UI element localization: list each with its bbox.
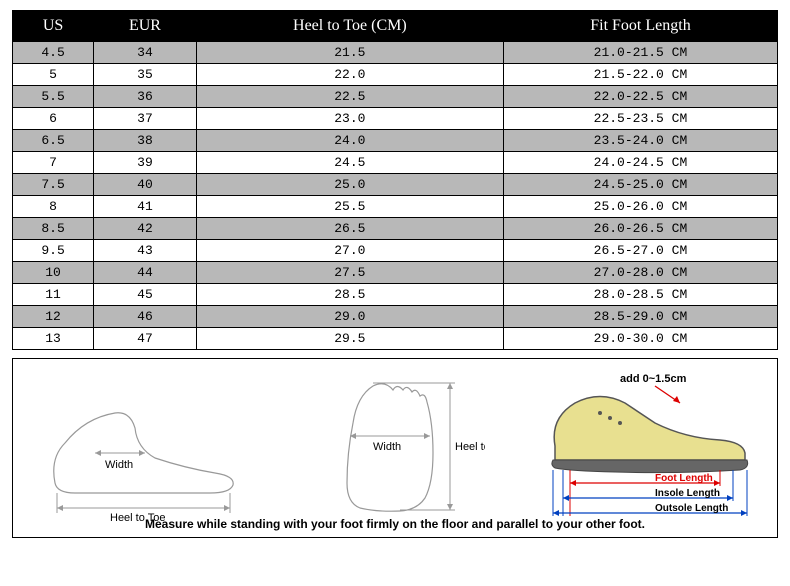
table-row: 5.53622.522.0-22.5 CM — [13, 86, 778, 108]
table-cell: 36 — [94, 86, 197, 108]
table-cell: 24.5 — [196, 152, 503, 174]
table-cell: 26.5-27.0 CM — [503, 240, 777, 262]
width-label: Width — [373, 441, 401, 453]
table-cell: 37 — [94, 108, 197, 130]
table-cell: 24.0-24.5 CM — [503, 152, 777, 174]
table-cell: 8.5 — [13, 218, 94, 240]
table-cell: 46 — [94, 306, 197, 328]
table-row: 134729.529.0-30.0 CM — [13, 328, 778, 350]
table-cell: 8 — [13, 196, 94, 218]
table-cell: 22.5-23.5 CM — [503, 108, 777, 130]
table-row: 84125.525.0-26.0 CM — [13, 196, 778, 218]
table-cell: 44 — [94, 262, 197, 284]
add-label: add 0~1.5cm — [620, 373, 687, 385]
table-cell: 45 — [94, 284, 197, 306]
table-cell: 43 — [94, 240, 197, 262]
table-cell: 9.5 — [13, 240, 94, 262]
table-cell: 6 — [13, 108, 94, 130]
width-label: Width — [105, 459, 133, 471]
table-cell: 22.0 — [196, 64, 503, 86]
col-fit-length: Fit Foot Length — [503, 11, 777, 42]
table-cell: 27.5 — [196, 262, 503, 284]
table-cell: 12 — [13, 306, 94, 328]
table-row: 6.53824.023.5-24.0 CM — [13, 130, 778, 152]
table-cell: 24.0 — [196, 130, 503, 152]
instruction-text: Measure while standing with your foot fi… — [145, 517, 645, 531]
table-cell: 10 — [13, 262, 94, 284]
table-row: 7.54025.024.5-25.0 CM — [13, 174, 778, 196]
diagram-area: Width Heel to Toe Width Heel to Toe ad — [12, 358, 778, 538]
table-row: 4.53421.521.0-21.5 CM — [13, 42, 778, 64]
table-cell: 7.5 — [13, 174, 94, 196]
table-cell: 26.5 — [196, 218, 503, 240]
table-cell: 22.0-22.5 CM — [503, 86, 777, 108]
foot-top-diagram: Width Heel to Toe — [268, 359, 523, 537]
table-cell: 23.5-24.0 CM — [503, 130, 777, 152]
table-cell: 29.5 — [196, 328, 503, 350]
table-cell: 4.5 — [13, 42, 94, 64]
table-cell: 40 — [94, 174, 197, 196]
table-cell: 34 — [94, 42, 197, 64]
shoe-sole — [552, 460, 748, 473]
table-cell: 13 — [13, 328, 94, 350]
table-cell: 5.5 — [13, 86, 94, 108]
heel-toe-label: Heel to Toe — [455, 441, 485, 453]
table-cell: 38 — [94, 130, 197, 152]
table-cell: 23.0 — [196, 108, 503, 130]
table-row: 53522.021.5-22.0 CM — [13, 64, 778, 86]
table-cell: 21.0-21.5 CM — [503, 42, 777, 64]
table-cell: 41 — [94, 196, 197, 218]
size-chart-table: US EUR Heel to Toe (CM) Fit Foot Length … — [12, 10, 778, 350]
table-cell: 35 — [94, 64, 197, 86]
shoe-diagram: add 0~1.5cm Foot Length Insole Length — [522, 359, 777, 537]
table-cell: 28.5-29.0 CM — [503, 306, 777, 328]
table-cell: 27.0 — [196, 240, 503, 262]
table-cell: 47 — [94, 328, 197, 350]
table-cell: 25.0-26.0 CM — [503, 196, 777, 218]
table-row: 124629.028.5-29.0 CM — [13, 306, 778, 328]
table-cell: 5 — [13, 64, 94, 86]
table-cell: 25.5 — [196, 196, 503, 218]
table-cell: 21.5-22.0 CM — [503, 64, 777, 86]
table-cell: 6.5 — [13, 130, 94, 152]
table-cell: 28.0-28.5 CM — [503, 284, 777, 306]
table-cell: 39 — [94, 152, 197, 174]
table-cell: 21.5 — [196, 42, 503, 64]
table-cell: 25.0 — [196, 174, 503, 196]
col-eur: EUR — [94, 11, 197, 42]
table-row: 63723.022.5-23.5 CM — [13, 108, 778, 130]
table-cell: 26.0-26.5 CM — [503, 218, 777, 240]
insole-length-label: Insole Length — [655, 488, 720, 499]
table-row: 114528.528.0-28.5 CM — [13, 284, 778, 306]
table-row: 104427.527.0-28.0 CM — [13, 262, 778, 284]
col-us: US — [13, 11, 94, 42]
col-heel-toe: Heel to Toe (CM) — [196, 11, 503, 42]
table-cell: 11 — [13, 284, 94, 306]
table-row: 73924.524.0-24.5 CM — [13, 152, 778, 174]
shoe-upper — [554, 397, 745, 461]
table-row: 8.54226.526.0-26.5 CM — [13, 218, 778, 240]
foot-side-diagram: Width Heel to Toe — [13, 359, 268, 537]
table-cell: 27.0-28.0 CM — [503, 262, 777, 284]
table-header-row: US EUR Heel to Toe (CM) Fit Foot Length — [13, 11, 778, 42]
table-cell: 22.5 — [196, 86, 503, 108]
table-cell: 29.0 — [196, 306, 503, 328]
table-cell: 28.5 — [196, 284, 503, 306]
outsole-length-label: Outsole Length — [655, 503, 728, 514]
table-cell: 29.0-30.0 CM — [503, 328, 777, 350]
table-row: 9.54327.026.5-27.0 CM — [13, 240, 778, 262]
table-cell: 24.5-25.0 CM — [503, 174, 777, 196]
table-cell: 42 — [94, 218, 197, 240]
foot-length-label: Foot Length — [655, 473, 713, 484]
table-cell: 7 — [13, 152, 94, 174]
